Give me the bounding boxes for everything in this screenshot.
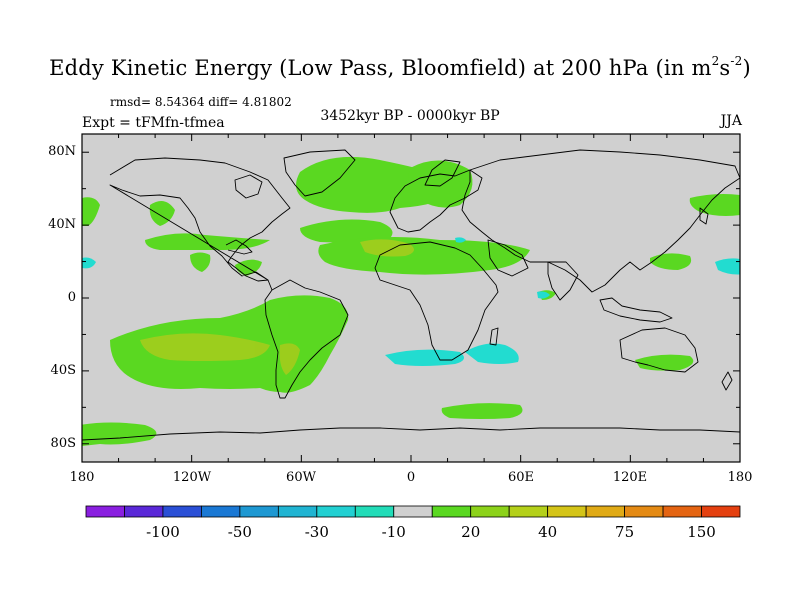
colorbar-label: 20 (461, 523, 480, 541)
colorbar-label: -100 (146, 523, 180, 541)
coastline-greenland (283, 149, 356, 197)
anomaly-region (190, 252, 211, 272)
anomaly-region (689, 194, 740, 216)
colorbar-label: -50 (228, 523, 252, 541)
season-label: JJA (720, 113, 742, 129)
lat-label-40n: 40N (48, 217, 76, 232)
coastline-japan (699, 207, 709, 225)
colorbar-swatch (277, 505, 318, 518)
anomaly-region (408, 160, 473, 208)
coastline-scandinavia (424, 159, 461, 187)
colorbar-swatch (585, 505, 625, 518)
coastline-gulf (225, 239, 253, 255)
anomaly-region (360, 239, 414, 257)
colorbar-swatch (201, 505, 241, 518)
colorbar-swatch (85, 505, 125, 518)
map-plot-area (82, 134, 740, 462)
coastline-south-america (264, 279, 349, 399)
colorbar-label: -10 (382, 523, 406, 541)
experiment-label: Expt = tFMfn-tfmea (82, 115, 225, 131)
lon-label-0: 0 (406, 470, 416, 485)
anomaly-region (145, 233, 270, 250)
lon-label-180e: 180 (727, 470, 753, 485)
coastline-madagascar (489, 327, 499, 346)
coastline-indonesia (599, 297, 673, 323)
coastline-africa (374, 241, 499, 361)
anomaly-region (650, 253, 692, 270)
anomaly-region (140, 333, 270, 361)
coastline-hudson (234, 174, 263, 199)
colorbar: -100 -50 -30 -10 20 40 75 150 (85, 505, 741, 541)
lon-label-180w: 180 (69, 470, 95, 485)
negative-anomaly-regions (82, 237, 740, 366)
lon-label-60w: 60W (286, 470, 316, 485)
coastline-australia (619, 327, 699, 373)
coastline-north-america (109, 157, 291, 291)
colorbar-swatch (547, 505, 587, 518)
coastlines (82, 149, 740, 441)
colorbar-swatch (624, 505, 664, 518)
anomaly-region (537, 291, 550, 299)
anomaly-region (82, 422, 157, 446)
colorbar-swatch (431, 505, 472, 518)
map-ticks (81, 134, 741, 462)
anomaly-region (300, 219, 393, 243)
lon-label-60e: 60E (507, 470, 535, 485)
colorbar-swatch (316, 505, 356, 518)
anomaly-region (279, 343, 300, 375)
anomaly-region (82, 257, 96, 269)
coastline-arabia (487, 239, 529, 277)
coastline-asia (461, 149, 740, 293)
lat-label-80s: 80S (50, 436, 76, 451)
strong-positive-anomaly-regions (140, 239, 414, 375)
anomaly-region (82, 197, 100, 226)
stats-text: rmsd= 8.54364 diff= 4.81802 (110, 95, 292, 109)
colorbar-swatch (701, 505, 741, 518)
colorbar-swatch (508, 505, 549, 518)
anomaly-region (715, 258, 740, 275)
lon-label-120e: 120E (612, 470, 648, 485)
anomaly-region (465, 343, 519, 364)
coastline-antarctica (82, 427, 740, 441)
coastline-india (547, 261, 579, 301)
colorbar-swatch (470, 505, 510, 518)
lat-label-80n: 80N (48, 144, 76, 159)
lon-label-120w: 120W (172, 470, 212, 485)
colorbar-swatch (662, 505, 702, 518)
colorbar-swatch (239, 505, 279, 518)
lat-label-40s: 40S (50, 363, 76, 378)
anomaly-region (385, 349, 464, 366)
colorbar-label: 75 (615, 523, 634, 541)
colorbar-swatch (393, 505, 433, 518)
colorbar-swatch (354, 505, 395, 518)
colorbar-swatch (124, 505, 164, 518)
anomaly-region (455, 237, 466, 243)
coastline-newzealand (721, 371, 733, 391)
lat-label-0: 0 (67, 290, 76, 305)
colorbar-label: -30 (305, 523, 329, 541)
anomaly-region (441, 403, 523, 419)
anomaly-region (149, 201, 175, 226)
coastline-europe (389, 169, 483, 233)
chart-title: Eddy Kinetic Energy (Low Pass, Bloomfiel… (49, 54, 751, 80)
colorbar-label: 40 (538, 523, 557, 541)
colorbar-label: 150 (687, 523, 716, 541)
anomaly-region (635, 354, 694, 371)
period-label: 3452kyr BP - 0000kyr BP (320, 108, 500, 124)
colorbar-swatch (162, 505, 202, 518)
